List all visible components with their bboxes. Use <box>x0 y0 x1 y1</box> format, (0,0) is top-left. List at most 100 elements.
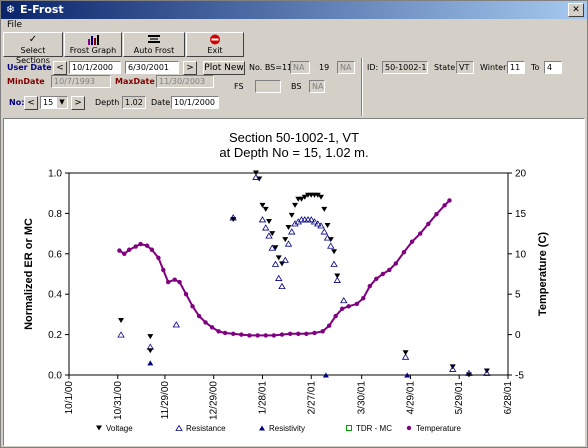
data-point <box>247 333 252 338</box>
data-point <box>172 321 181 328</box>
data-point <box>323 234 332 241</box>
winter-to-input[interactable]: 4 <box>544 61 562 74</box>
user-date-from-input[interactable]: 10/1/2000 <box>69 61 121 74</box>
count-19-label: 19 <box>319 63 330 72</box>
exit-button[interactable]: Exit <box>186 32 244 57</box>
data-point <box>333 276 341 283</box>
data-point <box>442 203 447 208</box>
user-date-to-input[interactable]: 6/30/2001 <box>125 61 179 74</box>
plot-new-button[interactable]: Plot New <box>203 61 245 75</box>
y2-axis-label: Temperature (C) <box>537 232 549 316</box>
close-icon: ✕ <box>572 5 580 15</box>
y2-tick-label: 0 <box>515 330 521 341</box>
data-point <box>239 332 244 337</box>
x-tick-label: 2/27/01 <box>306 381 317 415</box>
data-point <box>330 260 338 267</box>
y-tick-label: 0.6 <box>48 249 62 260</box>
close-button[interactable]: ✕ <box>568 3 584 17</box>
data-point <box>278 282 286 290</box>
x-tick-label: 6/28/01 <box>503 381 514 415</box>
window-title: E-Frost <box>20 3 64 16</box>
data-point <box>118 317 125 323</box>
fs-label: FS <box>234 82 244 91</box>
data-point <box>190 304 195 309</box>
legend-label: Voltage <box>106 424 133 433</box>
no-label: No: <box>9 98 25 107</box>
stop-icon <box>187 34 243 46</box>
data-point <box>269 231 276 237</box>
winter-from-input[interactable]: 11 <box>507 61 525 74</box>
menu-file[interactable]: File <box>7 20 23 30</box>
data-point <box>147 360 154 366</box>
chart-subtitle: at Depth No = 15, 1.02 m. <box>219 145 368 160</box>
data-point <box>262 206 269 212</box>
data-point <box>275 274 283 281</box>
user-date-label: User Date <box>7 63 52 72</box>
legend-marker <box>259 425 265 431</box>
depth-number-select[interactable]: 15 ▼ <box>40 96 68 109</box>
no-bs-value: NA <box>290 61 310 74</box>
count-19-value: NA <box>337 61 355 74</box>
x-tick-label: 10/1/00 <box>64 381 75 415</box>
depth-value: 1.02 <box>122 96 146 109</box>
min-date-label: MinDate <box>7 77 45 86</box>
data-point <box>426 221 431 227</box>
select-sections-button[interactable]: ✓ Select Sections <box>3 32 63 65</box>
next-date-button[interactable]: > <box>183 61 197 75</box>
data-point <box>279 332 285 337</box>
data-point <box>294 218 302 225</box>
prev-date-button[interactable]: < <box>53 61 67 75</box>
data-point <box>314 220 322 227</box>
data-point <box>361 296 366 301</box>
data-point <box>387 267 392 273</box>
state-value: VT <box>456 61 474 74</box>
state-label: State <box>434 63 456 72</box>
legend: Voltage Resistance Resistivity TDR - MC Temp… <box>96 424 461 433</box>
data-point <box>209 325 215 330</box>
y-tick-label: 0.4 <box>48 290 62 301</box>
data-point <box>284 240 293 247</box>
data-point <box>258 216 267 223</box>
data-point <box>434 212 439 217</box>
chart-panel: Section 50-1002-1, VT at Depth No = 15, … <box>3 118 585 446</box>
y2-tick-label: 5 <box>515 290 521 301</box>
data-point <box>318 194 325 200</box>
y2-axis: -5 0 5 10 15 20 <box>508 169 527 382</box>
x-tick-label: 4/29/01 <box>405 381 416 415</box>
data-point <box>296 331 301 336</box>
data-point <box>216 329 221 334</box>
legend-marker <box>96 425 102 431</box>
data-point <box>255 333 260 338</box>
next-depth-button[interactable]: > <box>71 96 85 110</box>
data-point <box>271 260 280 267</box>
data-point <box>320 228 328 235</box>
data-point <box>320 329 325 334</box>
date-value: 10/1/2000 <box>171 96 219 109</box>
data-point <box>263 333 268 338</box>
y2-tick-label: 15 <box>515 209 527 220</box>
snowflake-icon: ❄ <box>5 3 16 16</box>
auto-frost-icon <box>124 34 184 46</box>
chart-title: Section 50-1002-1, VT <box>229 130 359 145</box>
data-point <box>272 245 279 251</box>
data-point <box>312 330 317 336</box>
data-point <box>177 279 182 285</box>
legend-marker <box>346 425 352 431</box>
data-point <box>333 313 338 319</box>
data-point <box>229 214 237 221</box>
data-point <box>374 276 379 282</box>
data-point <box>401 353 410 360</box>
data-point <box>327 237 334 243</box>
title-bar[interactable]: ❄ E-Frost <box>1 1 587 19</box>
data-point <box>447 198 452 203</box>
data-point <box>298 196 305 202</box>
auto-frost-button[interactable]: Auto Frost <box>123 32 185 57</box>
frost-graph-button[interactable]: Frost Graph <box>64 32 122 57</box>
prev-depth-button[interactable]: < <box>24 96 38 110</box>
frost-chart: Section 50-1002-1, VT at Depth No = 15, … <box>23 130 549 433</box>
x-tick-label: 10/31/00 <box>113 381 124 420</box>
data-point <box>117 248 122 253</box>
data-point <box>301 194 308 200</box>
data-point <box>409 239 415 244</box>
